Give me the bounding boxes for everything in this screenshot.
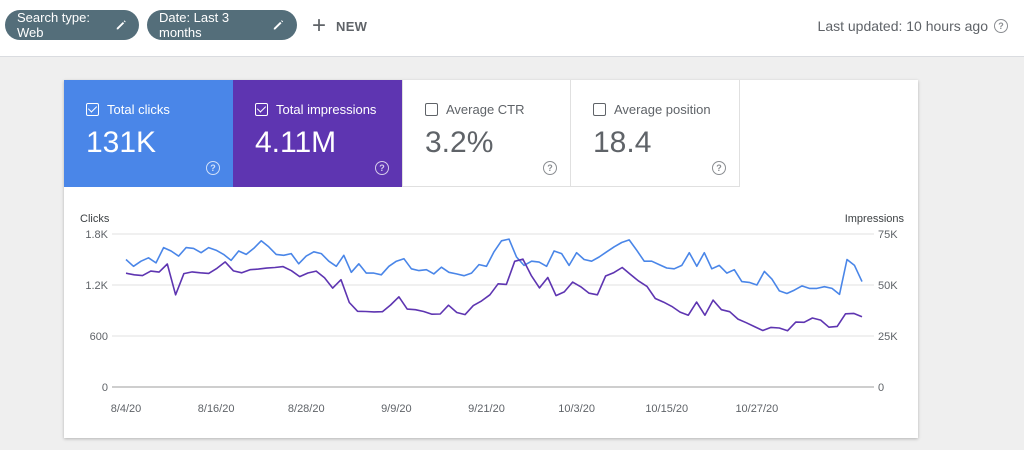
checkbox-unchecked-icon[interactable] xyxy=(425,103,438,116)
help-icon[interactable]: ? xyxy=(712,161,726,175)
new-filter-label: NEW xyxy=(336,18,368,34)
x-axis-tick-label: 9/21/20 xyxy=(468,403,505,415)
help-icon[interactable]: ? xyxy=(375,161,389,175)
edit-pencil-icon xyxy=(116,20,126,30)
last-updated-status: Last updated: 10 hours ago ? xyxy=(818,18,1008,34)
left-axis-tick-label: 1.8K xyxy=(85,229,108,241)
top-filter-bar: Search type: Web Date: Last 3 months + N… xyxy=(0,0,1024,57)
left-axis-tick-label: 1.2K xyxy=(85,280,108,292)
metric-label: Total clicks xyxy=(107,102,170,117)
left-axis-ticks: 1.8K 1.2K 600 0 xyxy=(85,229,108,394)
metric-value: 18.4 xyxy=(593,126,652,159)
plus-icon: + xyxy=(312,12,327,39)
checkbox-checked-icon[interactable] xyxy=(86,103,99,116)
search-type-filter-label: Search type: Web xyxy=(17,10,90,40)
x-axis-ticks: 8/4/20 8/16/20 8/28/20 9/9/20 9/21/20 10/3/20… xyxy=(111,403,779,415)
date-filter-label: Date: Last 3 months xyxy=(159,10,230,40)
chart-gridlines xyxy=(112,233,874,388)
x-axis-tick-label: 8/16/20 xyxy=(198,403,235,415)
left-axis-tick-label: 600 xyxy=(90,331,108,343)
help-icon[interactable]: ? xyxy=(206,161,220,175)
x-axis-tick-label: 8/4/20 xyxy=(111,403,142,415)
last-updated-text: Last updated: 10 hours ago xyxy=(817,18,988,34)
metric-average-position[interactable]: Average position 18.4 ? xyxy=(571,80,740,187)
metric-label: Total impressions xyxy=(276,102,377,117)
left-axis-tick-label: 0 xyxy=(102,382,108,394)
performance-line-chart: Clicks Impressions 1.8K 1.2K 600 0 75K 50K 25… xyxy=(80,213,905,415)
right-axis-tick-label: 75K xyxy=(878,229,898,241)
metric-label: Average CTR xyxy=(446,102,525,117)
x-axis-tick-label: 9/9/20 xyxy=(381,403,412,415)
right-axis-label: Impressions xyxy=(845,213,905,225)
help-icon[interactable]: ? xyxy=(543,161,557,175)
x-axis-tick-label: 10/3/20 xyxy=(558,403,595,415)
left-axis-label: Clicks xyxy=(80,213,110,225)
metric-total-clicks[interactable]: Total clicks 131K ? xyxy=(64,80,233,187)
edit-pencil-icon xyxy=(274,20,284,30)
right-axis-tick-label: 25K xyxy=(878,331,898,343)
date-filter-chip[interactable]: Date: Last 3 months xyxy=(147,10,297,40)
help-icon[interactable]: ? xyxy=(994,19,1008,33)
x-axis-tick-label: 10/15/20 xyxy=(645,403,688,415)
checkbox-checked-icon[interactable] xyxy=(255,103,268,116)
x-axis-tick-label: 8/28/20 xyxy=(288,403,325,415)
metric-label: Average position xyxy=(614,102,711,117)
metric-value: 4.11M xyxy=(255,126,337,159)
metric-value: 131K xyxy=(86,126,157,159)
chart-series xyxy=(125,238,863,332)
metric-total-impressions[interactable]: Total impressions 4.11M ? xyxy=(233,80,402,187)
right-axis-tick-label: 0 xyxy=(878,382,884,394)
search-type-filter-chip[interactable]: Search type: Web xyxy=(5,10,139,40)
performance-card: Total clicks 131K ? Total impressions 4.… xyxy=(64,80,918,438)
metric-average-ctr[interactable]: Average CTR 3.2% ? xyxy=(402,80,571,187)
series-line-total-clicks xyxy=(125,238,863,296)
new-filter-button[interactable]: + NEW xyxy=(312,12,367,40)
series-line-total-impressions xyxy=(125,258,863,332)
right-axis-tick-label: 50K xyxy=(878,280,898,292)
checkbox-unchecked-icon[interactable] xyxy=(593,103,606,116)
right-axis-ticks: 75K 50K 25K 0 xyxy=(878,229,898,394)
x-axis-tick-label: 10/27/20 xyxy=(735,403,778,415)
metric-value: 3.2% xyxy=(425,126,494,159)
